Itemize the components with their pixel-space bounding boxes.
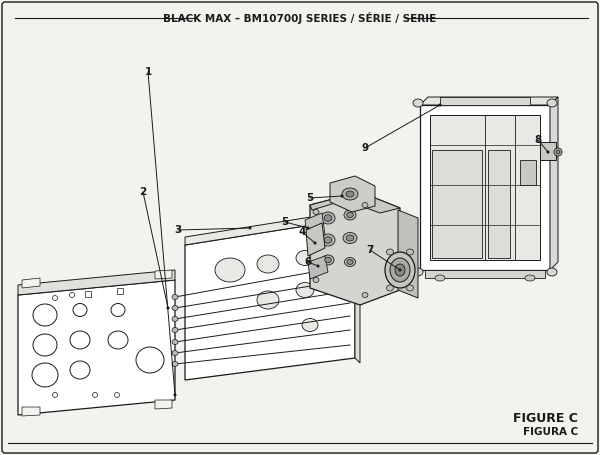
Ellipse shape [313, 209, 319, 214]
Ellipse shape [547, 268, 557, 276]
Text: 4: 4 [298, 227, 305, 237]
Ellipse shape [347, 259, 353, 264]
Ellipse shape [33, 334, 57, 356]
Polygon shape [355, 210, 360, 363]
Text: 6: 6 [304, 257, 311, 267]
Ellipse shape [53, 393, 58, 398]
Ellipse shape [172, 328, 178, 333]
Polygon shape [420, 105, 550, 270]
Ellipse shape [395, 264, 405, 276]
Polygon shape [155, 400, 172, 409]
Ellipse shape [346, 191, 354, 197]
Ellipse shape [325, 257, 331, 263]
Ellipse shape [413, 99, 423, 107]
Polygon shape [18, 280, 175, 415]
Text: 2: 2 [139, 187, 146, 197]
Ellipse shape [111, 303, 125, 317]
Ellipse shape [313, 278, 319, 283]
Polygon shape [155, 270, 172, 279]
Text: FIGURA C: FIGURA C [523, 427, 578, 437]
Polygon shape [22, 407, 40, 416]
Ellipse shape [407, 249, 413, 255]
Text: 1: 1 [145, 67, 152, 77]
Polygon shape [520, 160, 536, 185]
Polygon shape [305, 213, 325, 242]
Ellipse shape [386, 249, 394, 255]
Polygon shape [330, 176, 375, 212]
Text: 8: 8 [535, 135, 542, 145]
Ellipse shape [115, 393, 119, 398]
Polygon shape [310, 192, 400, 305]
Ellipse shape [324, 237, 332, 243]
Text: FIGURE C: FIGURE C [513, 411, 578, 425]
Ellipse shape [257, 255, 279, 273]
Text: BLACK MAX – BM10700J SERIES / SÉRIE / SERIE: BLACK MAX – BM10700J SERIES / SÉRIE / SE… [163, 12, 437, 24]
Ellipse shape [73, 303, 87, 317]
Text: 3: 3 [175, 225, 182, 235]
Polygon shape [185, 218, 355, 380]
Polygon shape [550, 97, 558, 270]
Polygon shape [185, 210, 355, 245]
Text: 7: 7 [367, 245, 374, 255]
Ellipse shape [346, 235, 354, 241]
Ellipse shape [172, 305, 178, 310]
Polygon shape [430, 115, 540, 260]
Ellipse shape [317, 265, 319, 267]
Polygon shape [117, 288, 123, 294]
Ellipse shape [385, 252, 415, 288]
Ellipse shape [70, 361, 90, 379]
Ellipse shape [344, 210, 356, 220]
Ellipse shape [347, 212, 353, 218]
Polygon shape [440, 97, 530, 105]
Polygon shape [22, 278, 40, 288]
Ellipse shape [413, 268, 423, 276]
Ellipse shape [525, 275, 535, 281]
Polygon shape [398, 210, 418, 298]
Polygon shape [310, 192, 400, 213]
Ellipse shape [321, 234, 335, 246]
Ellipse shape [108, 331, 128, 349]
Ellipse shape [257, 291, 279, 309]
Ellipse shape [314, 242, 316, 244]
Ellipse shape [439, 104, 441, 106]
Ellipse shape [33, 304, 57, 326]
Ellipse shape [167, 307, 169, 309]
Ellipse shape [172, 317, 178, 322]
Ellipse shape [32, 363, 58, 387]
Polygon shape [420, 97, 558, 105]
Ellipse shape [321, 212, 335, 224]
Ellipse shape [324, 215, 332, 221]
Ellipse shape [215, 258, 245, 282]
Ellipse shape [362, 293, 368, 298]
Text: 5: 5 [307, 193, 314, 203]
Ellipse shape [296, 251, 314, 266]
Polygon shape [425, 270, 545, 278]
Ellipse shape [554, 148, 562, 156]
Ellipse shape [302, 318, 318, 332]
Ellipse shape [342, 188, 358, 200]
Polygon shape [540, 142, 556, 160]
Ellipse shape [344, 258, 355, 267]
Ellipse shape [136, 347, 164, 373]
Ellipse shape [249, 227, 251, 229]
Ellipse shape [547, 151, 549, 153]
Ellipse shape [343, 233, 357, 243]
Polygon shape [432, 150, 482, 258]
Ellipse shape [172, 350, 178, 355]
Polygon shape [18, 270, 175, 295]
Ellipse shape [399, 269, 401, 271]
Ellipse shape [70, 293, 74, 298]
Polygon shape [306, 223, 325, 256]
Text: 5: 5 [281, 217, 289, 227]
Polygon shape [85, 291, 91, 297]
Ellipse shape [322, 255, 348, 275]
Ellipse shape [435, 275, 445, 281]
Polygon shape [488, 150, 510, 258]
Ellipse shape [307, 227, 309, 229]
Ellipse shape [172, 362, 178, 366]
Ellipse shape [172, 294, 178, 299]
Ellipse shape [341, 195, 343, 197]
Ellipse shape [174, 394, 176, 396]
Ellipse shape [53, 295, 58, 300]
